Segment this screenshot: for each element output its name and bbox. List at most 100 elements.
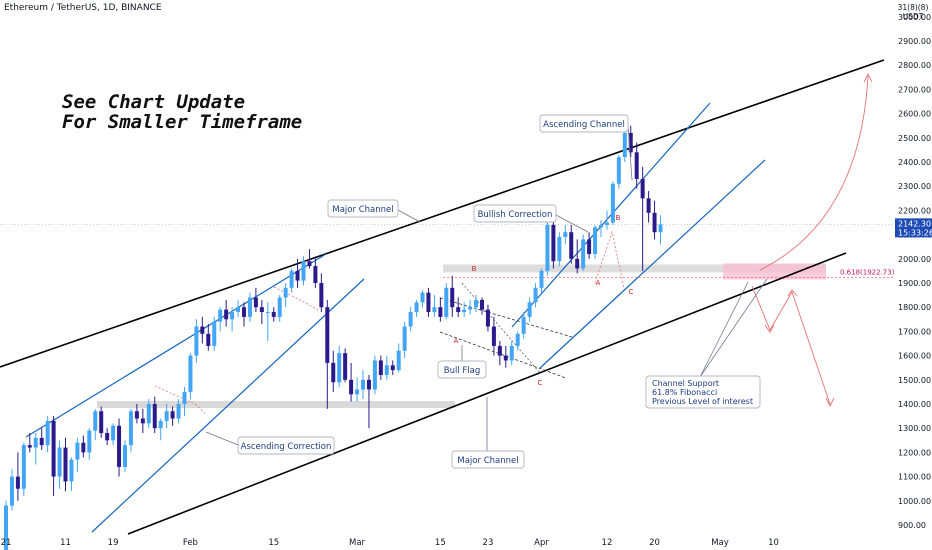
candle-18 — [111, 423, 116, 446]
candle-78 — [468, 299, 473, 315]
candle-body — [146, 404, 151, 424]
candle-body — [420, 292, 425, 303]
candle-body — [372, 360, 377, 390]
candle-103 — [616, 154, 621, 189]
candle-34 — [206, 324, 211, 351]
candle-33 — [200, 316, 205, 344]
candle-48 — [289, 268, 294, 293]
candle-body — [212, 321, 217, 346]
candle-body — [33, 437, 38, 448]
candle-body — [111, 425, 116, 441]
candle-84 — [503, 345, 508, 368]
candle-body — [539, 270, 544, 288]
y-tick-1100: 1100.00 — [898, 473, 931, 482]
price-tag-box — [895, 218, 932, 238]
y-tick-2200: 2200.00 — [898, 206, 931, 215]
candle-52 — [313, 256, 318, 288]
ascending-correction-leader — [205, 431, 239, 446]
x-tick-21: 21 — [1, 538, 12, 548]
candle-15 — [93, 408, 98, 441]
candle-body — [105, 433, 110, 441]
bull-flag-diagonal — [461, 282, 541, 374]
candle-body — [408, 312, 413, 327]
candle-8 — [51, 416, 56, 496]
candle-body — [622, 132, 627, 158]
candle-110 — [658, 215, 663, 245]
candle-body — [230, 312, 235, 320]
candle-81 — [485, 304, 490, 332]
major-channel-upper — [0, 59, 885, 368]
candle-56 — [337, 345, 342, 388]
candle-89 — [533, 283, 538, 308]
candle-body — [426, 292, 431, 313]
candle-body — [402, 326, 407, 351]
y-axis: 900.00 1000.00 1100.00 1200.00 1300.00 1400.0… — [895, 13, 932, 530]
candle-body — [497, 345, 502, 356]
candle-body — [134, 411, 139, 419]
candle-body — [414, 302, 419, 313]
candle-98 — [587, 232, 592, 259]
fibonacci-zone — [723, 263, 826, 280]
price-tag-price: 2142.30 — [898, 219, 931, 228]
candle-body — [468, 307, 473, 310]
projection-down-arrowhead — [825, 397, 835, 408]
currency-label: 31(8)(8) USDT — [896, 3, 930, 21]
x-tick-May: May — [711, 538, 729, 548]
major-channel-lower — [127, 252, 847, 535]
candle-body — [69, 459, 74, 482]
candle-body — [117, 425, 122, 467]
candle-body — [200, 326, 205, 334]
candle-88 — [527, 297, 532, 322]
candle-body — [93, 411, 98, 431]
fibonacci-label: 0.618(1922.73) — [840, 268, 895, 276]
candle-body — [194, 326, 199, 356]
candle-body — [456, 307, 461, 313]
candle-26 — [158, 418, 163, 441]
channel-support-box — [645, 375, 761, 409]
candle-53 — [319, 273, 324, 313]
flag-point-C: C — [538, 379, 543, 387]
x-tick-10: 10 — [768, 538, 779, 548]
candle-body — [21, 445, 26, 489]
y-tick-1000: 1000.00 — [898, 497, 931, 506]
candle-92 — [551, 220, 556, 269]
candle-body — [527, 302, 532, 317]
candle-61 — [366, 374, 371, 429]
candle-body — [343, 353, 348, 380]
y-tick-1400: 1400.00 — [898, 400, 931, 409]
candle-14 — [87, 428, 92, 460]
candle-22 — [134, 404, 139, 424]
correction-point-A: A — [596, 279, 601, 287]
candle-106 — [634, 142, 639, 189]
x-tick-Mar: Mar — [349, 538, 366, 548]
candle-body — [390, 365, 395, 371]
x-tick-15: 15 — [268, 538, 279, 548]
flag-point-B: B — [472, 265, 477, 273]
candle-54 — [325, 299, 330, 409]
candle-body — [63, 447, 68, 482]
price-tag-countdown: 15:33:26 — [898, 228, 932, 237]
candle-body — [158, 420, 163, 429]
channel-lines — [0, 59, 885, 535]
y-tick-1300: 1300.00 — [898, 424, 931, 433]
symbol-header: Ethereum / TetherUS, 1D, BINANCE — [4, 3, 162, 13]
candle-body — [361, 379, 365, 390]
candle-49 — [295, 258, 300, 288]
ascending-correction-box — [237, 436, 335, 455]
major-channel-top-leader — [397, 209, 421, 223]
candle-51 — [307, 249, 312, 269]
y-tick-1900: 1900.00 — [898, 279, 931, 288]
candle-12 — [75, 437, 80, 472]
candle-body — [610, 183, 615, 223]
candle-74 — [444, 283, 449, 320]
candle-1 — [9, 469, 14, 511]
major-channel-top-box — [327, 199, 399, 218]
candle-7 — [45, 416, 50, 453]
candle-16 — [99, 406, 104, 438]
candle-58 — [349, 362, 354, 402]
candle-body — [99, 411, 104, 434]
candle-65 — [390, 360, 395, 375]
channel-support-leader-1 — [699, 281, 749, 378]
x-tick-15: 15 — [435, 538, 446, 548]
